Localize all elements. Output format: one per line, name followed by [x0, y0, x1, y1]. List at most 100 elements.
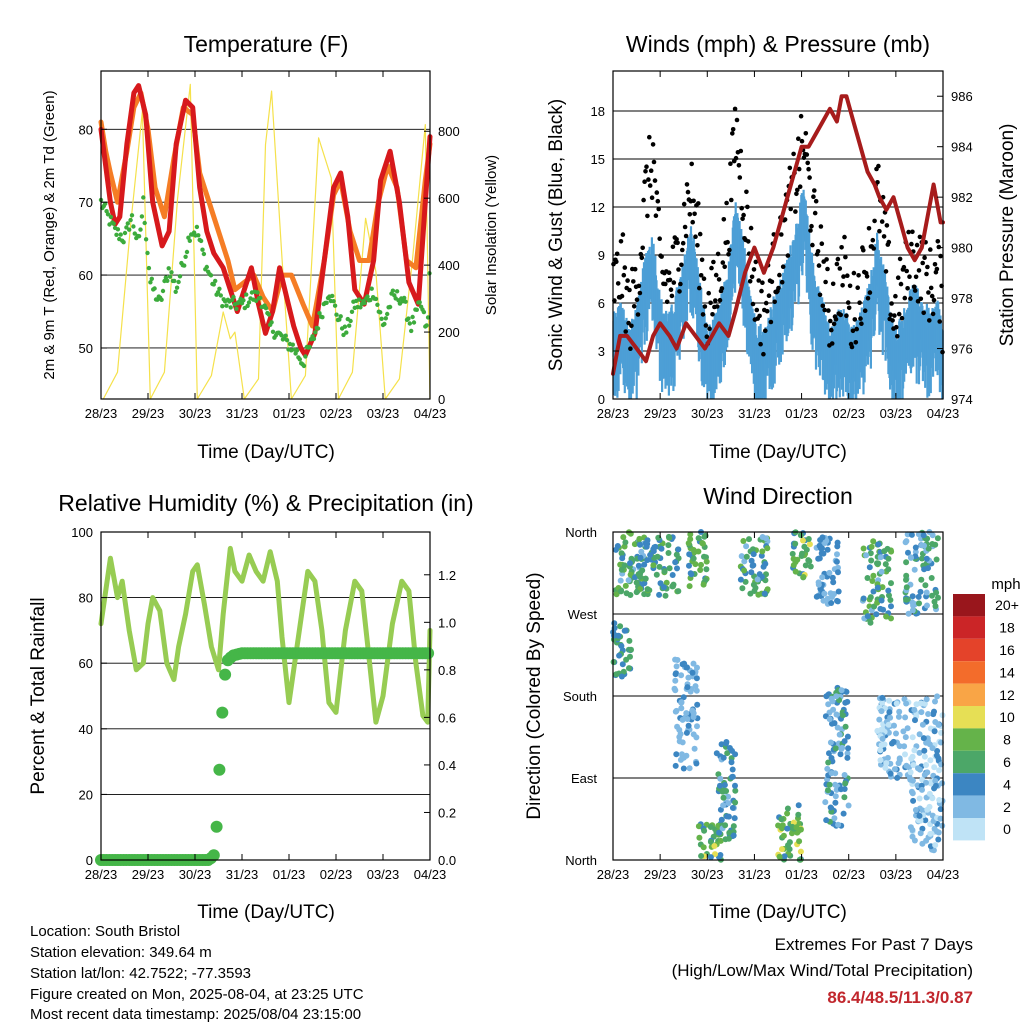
gust-point: [852, 317, 858, 322]
direction-point: [683, 664, 690, 671]
dewpoint-point: [403, 299, 408, 304]
direction-point: [882, 561, 889, 568]
gust-point: [636, 283, 642, 289]
direction-point: [663, 579, 670, 586]
dewpoint-point: [410, 314, 415, 320]
gust-point: [819, 241, 825, 246]
direction-point: [840, 810, 847, 817]
x-tick-label: 28/23: [597, 406, 630, 421]
direction-point: [754, 576, 761, 583]
direction-point: [835, 588, 842, 595]
direction-point: [622, 539, 629, 546]
direction-point: [836, 731, 843, 738]
dewpoint-point: [373, 296, 379, 302]
gust-point: [635, 312, 641, 317]
direction-y-tick-label: West: [568, 607, 598, 622]
gust-point: [618, 239, 624, 244]
gust-point: [910, 229, 915, 235]
direction-point: [695, 535, 702, 542]
direction-point: [925, 711, 932, 717]
dewpoint-point: [253, 298, 259, 303]
gust-point: [896, 311, 902, 317]
direction-point: [889, 740, 895, 747]
direction-point: [921, 747, 928, 754]
direction-point: [741, 567, 748, 574]
gust-point: [808, 228, 813, 233]
direction-point: [912, 549, 919, 555]
direction-point: [829, 574, 836, 581]
speed-legend-swatch: [953, 638, 985, 662]
gust-point: [906, 229, 911, 235]
direction-point: [661, 568, 668, 575]
gust-point: [920, 260, 925, 266]
direction-point: [764, 586, 771, 593]
direction-point: [729, 804, 736, 811]
direction-point: [887, 597, 894, 603]
direction-point: [626, 637, 633, 644]
direction-point: [903, 596, 910, 603]
direction-point: [739, 585, 746, 592]
direction-point: [790, 562, 797, 569]
direction-point: [732, 751, 739, 758]
direction-point: [797, 826, 804, 833]
gust-point: [877, 228, 882, 234]
direction-point: [800, 537, 806, 544]
direction-point: [686, 562, 692, 569]
direction-point: [615, 632, 622, 639]
direction-point: [831, 815, 838, 822]
direction-point: [762, 560, 769, 567]
direction-point: [918, 709, 925, 716]
x-tick-label: 02/23: [832, 406, 865, 421]
dewpoint-point: [169, 270, 174, 275]
direction-point: [662, 592, 669, 599]
direction-point: [729, 766, 736, 773]
gust-point: [766, 293, 772, 299]
direction-point: [803, 546, 810, 553]
direction-point: [720, 794, 727, 801]
direction-point: [738, 553, 745, 560]
direction-point: [672, 559, 679, 566]
direction-title: Wind Direction: [703, 483, 853, 509]
x-tick-label: 30/23: [179, 406, 212, 421]
direction-point: [916, 812, 923, 819]
direction-point: [896, 757, 903, 764]
direction-point: [752, 584, 759, 591]
direction-gridlines: [613, 613, 943, 779]
dewpoint-point: [200, 247, 205, 252]
direction-point: [927, 757, 934, 764]
dewpoint-point: [347, 323, 352, 328]
direction-point: [680, 694, 687, 701]
dewpoint-point: [194, 224, 200, 230]
gust-point: [892, 313, 897, 318]
direction-point: [755, 591, 762, 598]
dewpoint-point: [172, 278, 177, 284]
direction-point: [901, 743, 908, 750]
direction-point: [818, 545, 824, 552]
gust-point: [649, 195, 655, 200]
gust-point: [754, 307, 760, 313]
direction-point: [906, 764, 913, 771]
dewpoint-point: [307, 344, 312, 350]
speed-legend-swatch: [953, 661, 985, 684]
direction-point: [917, 817, 924, 824]
direction-point: [617, 577, 624, 584]
direction-point: [916, 795, 923, 802]
gust-point: [916, 268, 922, 273]
gust-point: [830, 281, 836, 287]
dewpoint-point: [402, 295, 407, 301]
direction-point: [742, 578, 749, 585]
temperature-title: Temperature (F): [184, 31, 349, 57]
direction-point: [929, 541, 936, 547]
gust-point: [777, 272, 782, 278]
gust-point: [697, 231, 703, 237]
gust-point: [727, 247, 732, 253]
direction-point: [707, 838, 714, 845]
gust-point: [843, 254, 848, 260]
wind-y-tick-label: 9: [598, 248, 605, 263]
direction-point: [792, 540, 799, 547]
gust-point: [706, 290, 711, 296]
direction-point: [672, 677, 679, 684]
direction-xlabel: Time (Day/UTC): [709, 902, 847, 923]
gust-point: [904, 268, 909, 274]
direction-point: [903, 572, 910, 579]
